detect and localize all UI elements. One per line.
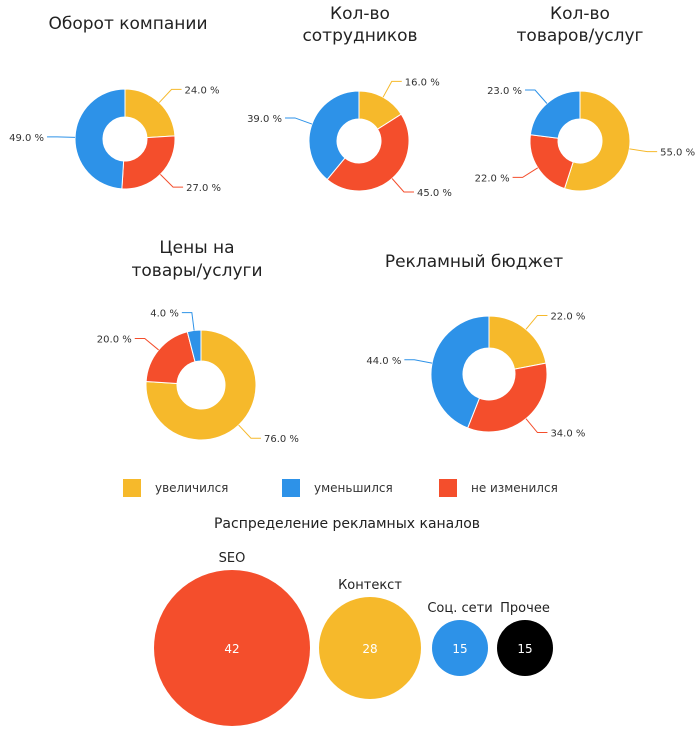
- leader-line: [525, 418, 548, 434]
- leader-line: [160, 174, 184, 188]
- legend-label: уменьшился: [314, 481, 393, 495]
- data-label: 55.0 %: [660, 148, 695, 159]
- leader-line: [512, 167, 539, 178]
- leader-line: [238, 424, 261, 439]
- donut-slice-unchanged: [145, 331, 196, 385]
- leader-line: [382, 80, 402, 98]
- data-label: 39.0 %: [247, 114, 282, 125]
- data-label: 22.0 %: [550, 311, 585, 322]
- donut-slice-decreased: [308, 90, 360, 181]
- data-label: 24.0 %: [185, 85, 220, 96]
- donut-slice-increased: [563, 90, 631, 192]
- data-label: 49.0 %: [9, 133, 44, 144]
- data-label: 4.0 %: [150, 309, 179, 320]
- bubble-value: 15: [452, 642, 467, 656]
- chart-title: товары/услуги: [132, 261, 263, 281]
- donut-slice-unchanged: [466, 362, 548, 433]
- bubble-other: [497, 620, 553, 676]
- donut-slice-increased: [124, 88, 176, 139]
- legend-swatch-decreased: [282, 479, 300, 497]
- chart-title: сотрудников: [302, 26, 417, 46]
- leader-line: [285, 117, 313, 125]
- bubble-label: SEO: [219, 551, 246, 566]
- leader-line: [134, 337, 159, 351]
- donut-slice-increased: [488, 315, 547, 370]
- data-label: 76.0 %: [264, 434, 299, 445]
- leader-line: [404, 359, 433, 364]
- data-label: 20.0 %: [97, 334, 132, 345]
- bubble-value: 28: [362, 642, 377, 656]
- bubble-value: 42: [224, 642, 239, 656]
- donut-slice-unchanged: [326, 113, 410, 192]
- chart-title: Кол-во: [550, 4, 610, 24]
- bubble-label: Контекст: [338, 578, 402, 593]
- data-label: 22.0 %: [475, 173, 510, 184]
- leader-line: [181, 312, 195, 331]
- chart-title: Рекламный бюджет: [385, 252, 563, 272]
- bubble-label: Прочее: [500, 601, 550, 616]
- bubble-value: 15: [517, 642, 532, 656]
- donut-slice-decreased: [430, 315, 490, 429]
- legend-swatch-increased: [123, 479, 141, 497]
- donut-slice-decreased: [529, 90, 581, 139]
- leader-line: [391, 178, 414, 193]
- donut-slice-unchanged: [529, 134, 574, 190]
- data-label: 16.0 %: [405, 77, 440, 88]
- leader-line: [525, 314, 548, 330]
- donut-slice-decreased: [74, 88, 126, 190]
- legend-label: не изменился: [471, 481, 558, 495]
- chart-title: товаров/услуг: [517, 26, 644, 46]
- chart-title: Цены на: [159, 238, 234, 258]
- data-label: 34.0 %: [550, 429, 585, 440]
- legend-label: увеличился: [155, 481, 228, 495]
- leader-line: [629, 148, 658, 153]
- bubble-increased: [319, 597, 421, 699]
- chart-title: Оборот компании: [48, 14, 207, 34]
- data-label: 23.0 %: [487, 86, 522, 97]
- bubble-unchanged: [154, 570, 310, 726]
- leader-line: [158, 88, 182, 103]
- leader-line: [525, 89, 548, 104]
- bubble-chart-title: Распределение рекламных каналов: [214, 516, 480, 532]
- data-label: 45.0 %: [417, 188, 452, 199]
- data-label: 27.0 %: [186, 183, 221, 194]
- chart-title: Кол-во: [330, 4, 390, 24]
- leader-line: [47, 136, 76, 138]
- donut-slice-decreased: [186, 329, 202, 363]
- donut-slice-unchanged: [121, 135, 176, 190]
- bubble-decreased: [432, 620, 488, 676]
- donut-slice-increased: [145, 329, 257, 441]
- bubble-label: Соц. сети: [427, 601, 492, 616]
- data-label: 44.0 %: [366, 356, 401, 367]
- legend-swatch-unchanged: [439, 479, 457, 497]
